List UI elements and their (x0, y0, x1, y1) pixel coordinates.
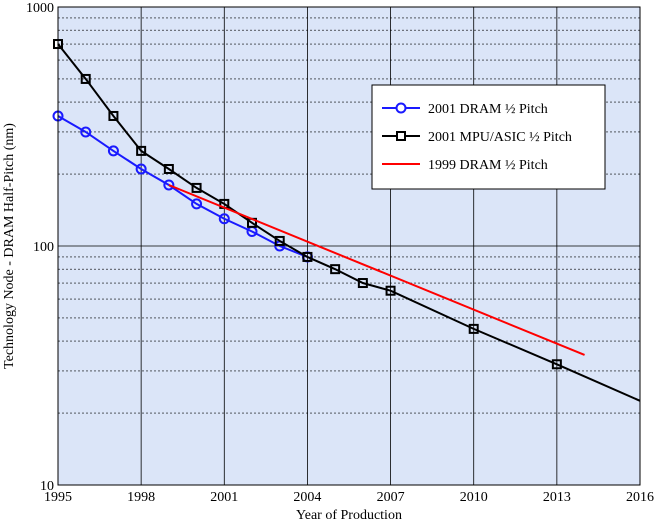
y-tick-label: 1000 (26, 1, 54, 16)
series-line-1 (57, 115, 308, 258)
series-line-3 (168, 184, 585, 356)
x-tick-label: 2007 (377, 490, 405, 505)
series-2-point (80, 73, 91, 84)
series-2-point (330, 264, 341, 275)
x-tick-label: 2001 (210, 490, 238, 505)
series-1-point (80, 126, 92, 138)
ticks: 1995 1998 2001 2004 2007 2010 2013 2016 10 100 100… (26, 1, 654, 505)
legend: 2001 DRAM ½ Pitch 2001 MPU/ASIC ½ Pitch 19… (371, 84, 606, 190)
plot-frame (57, 6, 641, 486)
x-tick-label: 2004 (293, 490, 321, 505)
series-line-2 (57, 43, 641, 402)
x-axis-title: Year of Production (296, 508, 402, 521)
series-2-point (302, 251, 313, 262)
series-1-point (191, 198, 203, 210)
x-tick-label: 1998 (127, 490, 155, 505)
x-tick-label: 2010 (460, 490, 488, 505)
series-2-point (108, 110, 119, 121)
legend-marker-circle (395, 102, 407, 114)
legend-label-2: 2001 MPU/ASIC ½ Pitch (428, 130, 572, 145)
series-1-point (218, 213, 230, 225)
x-tick-label: 2016 (626, 490, 654, 505)
legend-marker-square (396, 131, 406, 141)
legend-label-1: 2001 DRAM ½ Pitch (428, 102, 548, 117)
series-2-point (191, 182, 202, 193)
series-2-point (274, 235, 285, 246)
x-tick-label: 2013 (543, 490, 571, 505)
series-2-point (136, 145, 147, 156)
legend-label-3: 1999 DRAM ½ Pitch (428, 158, 548, 173)
series-1-point (107, 145, 119, 157)
y-tick-label: 10 (40, 479, 54, 494)
y-axis-title: Technology Node - DRAM Half-Pitch (nm) (2, 123, 17, 369)
series-1-point (135, 163, 147, 175)
series-1-point (163, 179, 175, 191)
series-2-point (551, 359, 562, 370)
series-2-point (385, 285, 396, 296)
series-2-point (163, 163, 174, 174)
series-2-point (468, 323, 479, 334)
y-tick-label: 100 (33, 240, 54, 255)
series-2-point (357, 278, 368, 289)
x-tick-label: 1995 (44, 490, 72, 505)
